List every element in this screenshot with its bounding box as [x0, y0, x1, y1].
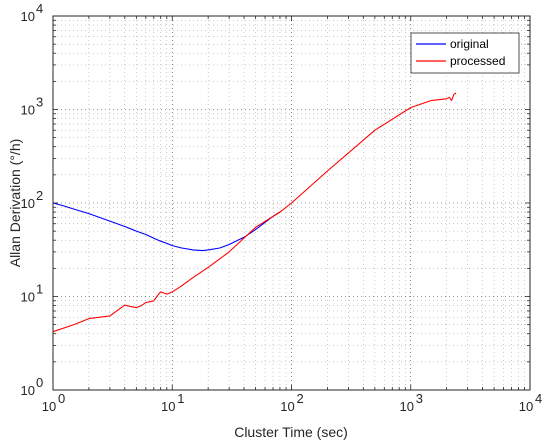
- y-tick-label-exponent: 3: [36, 95, 43, 110]
- x-tick-label-exponent: 3: [416, 391, 423, 406]
- y-axis-label: Allan Derivation (°/h): [7, 139, 23, 268]
- legend-box: [410, 32, 520, 74]
- x-tick-label-exponent: 0: [58, 391, 65, 406]
- x-tick-label-exponent: 1: [177, 391, 184, 406]
- y-tick-label-exponent: 0: [36, 375, 43, 390]
- axis-ticks: [52, 16, 530, 391]
- x-tick-label: 10: [400, 399, 414, 414]
- y-tick-label-exponent: 1: [36, 282, 43, 297]
- y-tick-label-exponent: 4: [36, 1, 43, 16]
- y-tick-label: 10: [21, 383, 35, 398]
- x-tick-label-exponent: 4: [535, 391, 542, 406]
- x-tick-label-exponent: 2: [297, 391, 304, 406]
- y-tick-label: 10: [21, 103, 35, 118]
- legend-label-original: original: [450, 37, 489, 51]
- series-line-processed: [52, 92, 457, 333]
- x-tick-label: 10: [280, 399, 294, 414]
- y-tick-label: 10: [21, 290, 35, 305]
- legend-label-processed: processed: [450, 54, 505, 68]
- x-tick-label: 10: [42, 399, 56, 414]
- legend: original processed: [410, 32, 520, 74]
- x-tick-label: 10: [161, 399, 175, 414]
- y-tick-label: 10: [21, 196, 35, 211]
- y-tick-label-exponent: 2: [36, 188, 43, 203]
- x-axis-label: Cluster Time (sec): [234, 424, 348, 440]
- series-lines: [52, 92, 457, 333]
- y-tick-label: 10: [21, 9, 35, 24]
- x-tick-label: 10: [519, 399, 533, 414]
